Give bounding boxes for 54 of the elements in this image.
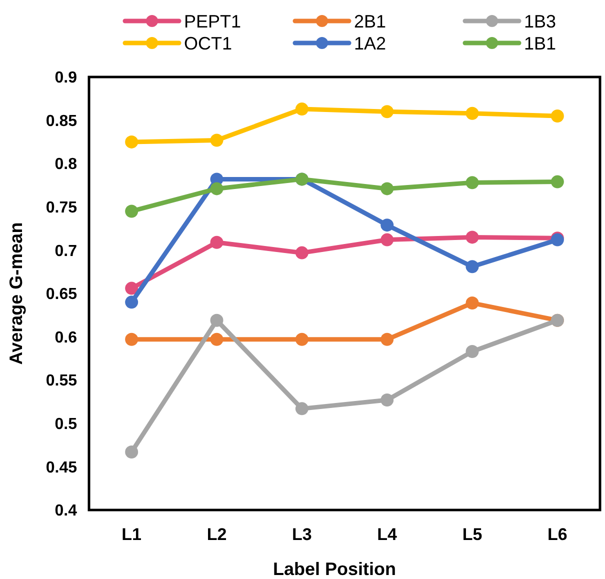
y-tick-label: 0.85	[46, 112, 78, 130]
point	[210, 236, 224, 249]
y-tick-label: 0.6	[54, 329, 78, 346]
y-tick-label: 0.55	[46, 372, 78, 390]
point	[380, 218, 394, 232]
point	[550, 109, 564, 122]
point	[295, 402, 308, 416]
y-tick-label: 0.5	[54, 416, 78, 433]
point	[210, 134, 224, 147]
point	[125, 332, 138, 346]
point	[210, 332, 224, 346]
point	[295, 332, 308, 346]
y-tick-label: 0.45	[46, 459, 78, 476]
y-tick-label: 0.8	[54, 156, 78, 174]
point	[125, 445, 138, 458]
point	[295, 246, 308, 260]
point	[125, 282, 138, 295]
x-tick-label: L6	[547, 525, 568, 544]
y-axis-title: Average G-mean	[6, 222, 26, 365]
x-tick-label: L1	[122, 525, 142, 544]
y-tick-label: 0.9	[54, 70, 78, 87]
point	[210, 314, 224, 327]
point	[380, 394, 394, 407]
point	[210, 182, 224, 196]
x-tick-label: L3	[292, 525, 312, 544]
x-axis-title: Label Position	[272, 559, 396, 579]
point	[380, 233, 394, 246]
point	[466, 260, 479, 274]
point	[466, 230, 479, 244]
point	[466, 296, 479, 310]
point	[466, 106, 479, 120]
legend-label: 1A2	[354, 33, 386, 54]
x-tick-label: L4	[377, 525, 398, 544]
y-tick-label: 0.65	[46, 286, 78, 304]
x-tick-label: L2	[206, 525, 227, 544]
point	[380, 105, 394, 118]
point	[466, 345, 479, 358]
point	[550, 175, 564, 188]
legend-label: OCT1	[184, 33, 232, 54]
point	[125, 296, 138, 309]
x-tick-label: L5	[462, 525, 482, 544]
legend-label: 1B3	[524, 11, 556, 32]
point	[380, 182, 394, 196]
y-tick-label: 0.75	[46, 200, 78, 216]
point	[125, 135, 138, 148]
legend-label: PEPT1	[184, 11, 242, 32]
point	[466, 176, 479, 190]
point	[295, 102, 308, 116]
legend-label: 1B1	[524, 33, 556, 54]
point	[380, 332, 394, 346]
y-tick-label: 0.7	[54, 242, 78, 260]
legend-label: 2B1	[354, 11, 386, 32]
point	[125, 204, 138, 218]
y-tick-label: 0.4	[54, 502, 78, 520]
